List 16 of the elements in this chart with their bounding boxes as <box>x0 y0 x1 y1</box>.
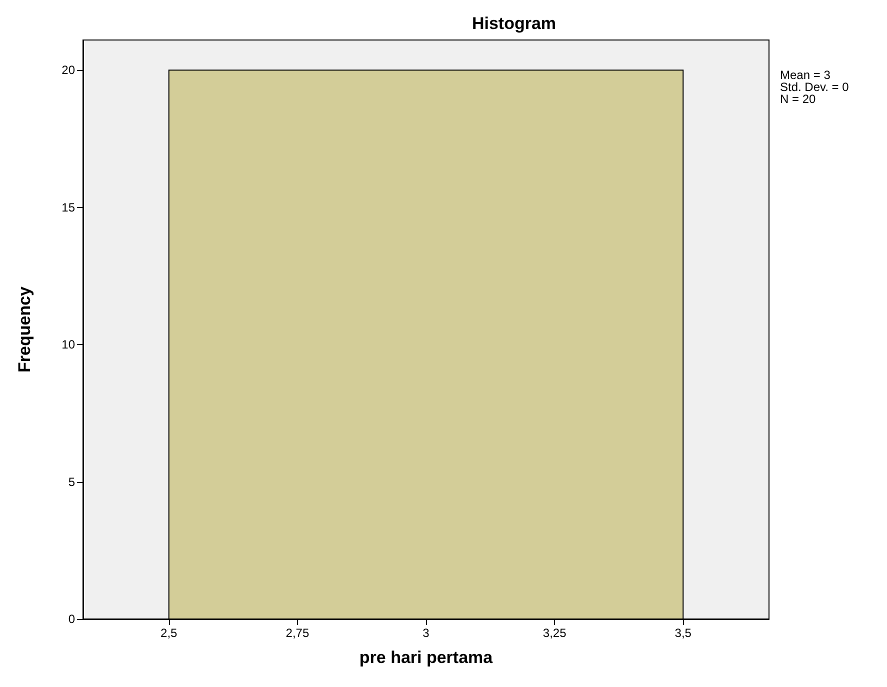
y-axis-title: Frequency <box>15 286 34 372</box>
x-tick-label: 3,5 <box>674 626 692 640</box>
x-axis-title: pre hari pertama <box>359 648 494 667</box>
text: Std. Dev. = 0 <box>780 80 850 94</box>
text: Mean = 3 <box>780 68 831 82</box>
y-tick-label: 0 <box>68 612 76 626</box>
y-tick-label: 5 <box>68 474 76 489</box>
x-tick-label: 3 <box>422 626 430 640</box>
x-tick-label: 2,75 <box>286 626 310 640</box>
chart-title: Histogram <box>472 14 556 33</box>
x-tick-label: 2,5 <box>160 626 178 640</box>
y-tick-label: 15 <box>62 200 76 214</box>
y-tick-label: 20 <box>62 63 76 78</box>
x-tick-label: 3,25 <box>542 626 567 640</box>
y-tick-label: 10 <box>62 338 76 352</box>
text: N = 20 <box>780 92 816 106</box>
